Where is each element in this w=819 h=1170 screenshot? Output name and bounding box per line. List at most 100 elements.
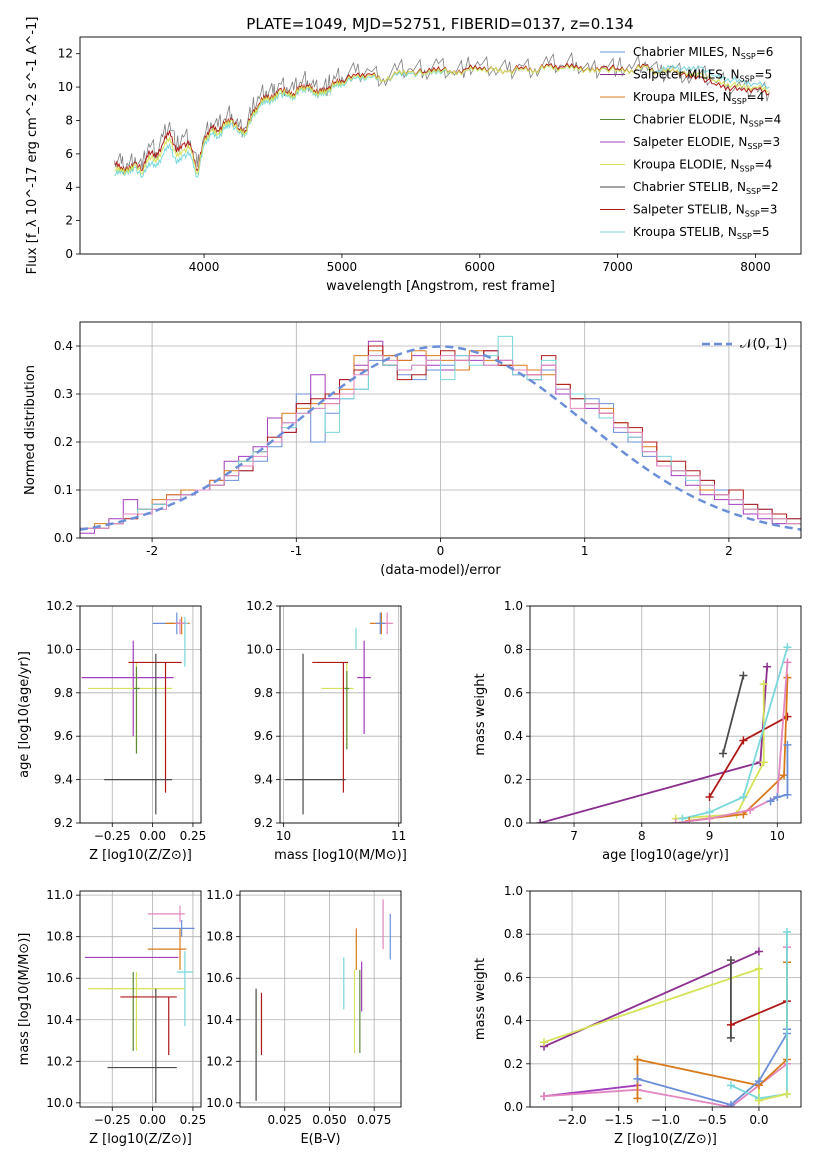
plus-marker xyxy=(754,947,763,956)
y-tick-label: 10.0 xyxy=(46,1096,73,1110)
weight-line-s10 xyxy=(758,1093,788,1102)
y-tick-label: 9.2 xyxy=(54,816,73,830)
y-tick-label: 10.8 xyxy=(46,930,73,944)
x-axis-label: wavelength [Angstrom, rest frame] xyxy=(326,279,555,294)
x-tick-label: 0.25 xyxy=(180,1113,207,1127)
axes-frame xyxy=(79,321,802,539)
plot-area xyxy=(84,905,195,1103)
errorbar-point xyxy=(152,920,195,937)
chart-age-vs-mass: 10 11 9.2 9.4 9.6 9.8 10.0 10.2 mass [log10(M/M⊙… xyxy=(246,599,407,863)
y-tick-label: 9.6 xyxy=(54,729,73,743)
plus-marker xyxy=(783,790,792,799)
plus-marker xyxy=(726,1033,735,1042)
y-axis-label: Flux [f_λ 10^-17 erg cm^-2 s^-1 A^-1] xyxy=(25,17,40,275)
histogram-hist-6 xyxy=(80,355,801,538)
x-tick-label: 0.00 xyxy=(139,1113,166,1127)
x-axis-label: Z [log10(Z/Z⊙)] xyxy=(89,1132,192,1147)
y-axis-label: mass weight xyxy=(473,673,488,755)
chart-spectrum: 4000 5000 6000 7000 8000 0 2 4 6 8 10 12 Chabrier MI… xyxy=(25,17,802,294)
y-tick-label: 10.0 xyxy=(46,642,73,656)
axes-frame xyxy=(279,605,402,824)
plot-area xyxy=(255,899,391,1101)
plus-marker xyxy=(739,736,748,745)
plus-marker xyxy=(719,749,728,758)
y-tick-label: 0.1 xyxy=(54,483,73,497)
chart-mass-vs-z: −0.25 0.00 0.25 10.0 10.2 10.4 10.6 10.8 11.0 Z [… xyxy=(17,888,206,1147)
x-tick-label: 1 xyxy=(581,544,589,558)
y-tick-label: 0.0 xyxy=(54,531,73,545)
plot-area xyxy=(114,51,770,178)
weight-line-s1 xyxy=(543,950,760,1048)
y-tick-label: 10.4 xyxy=(46,1013,73,1027)
y-tick-label: 10.4 xyxy=(206,1013,233,1027)
plus-marker xyxy=(705,792,714,801)
axes-frame xyxy=(79,890,202,1108)
x-axis-label: Z [log10(Z/Z⊙)] xyxy=(614,1132,717,1147)
plus-marker xyxy=(739,671,748,680)
y-tick-label: 0.4 xyxy=(504,729,523,743)
x-tick-label: 5000 xyxy=(327,260,358,274)
x-tick-label: 4000 xyxy=(189,260,220,274)
plus-marker xyxy=(773,792,782,801)
x-tick-label: 0.025 xyxy=(268,1113,302,1127)
y-tick-label: 4 xyxy=(65,180,73,194)
errorbar-point xyxy=(104,653,172,815)
plus-marker xyxy=(739,792,748,801)
x-axis-label: E(B-V) xyxy=(300,1132,340,1147)
x-tick-label: 0.0 xyxy=(749,1113,768,1127)
x-tick-label: 10 xyxy=(770,829,785,843)
y-tick-label: 9.4 xyxy=(254,773,273,787)
plus-marker xyxy=(726,1100,735,1107)
y-tick-label: 10.0 xyxy=(206,1096,233,1110)
legend-label: Salpeter MILES, NSSP=5 xyxy=(633,68,772,84)
y-tick-label: 0.3 xyxy=(54,387,73,401)
y-tick-label: 9.8 xyxy=(254,686,273,700)
y-tick-label: 10.6 xyxy=(206,971,233,985)
plus-marker xyxy=(705,814,714,823)
x-axis-label: age [log10(age/yr)] xyxy=(602,848,729,863)
y-tick-label: 0.8 xyxy=(504,642,523,656)
legend-label: Chabrier ELODIE, NSSP=4 xyxy=(633,113,781,129)
legend-label: Chabrier STELIB, NSSP=2 xyxy=(633,180,779,196)
x-tick-label: 0.25 xyxy=(180,829,207,843)
axes-frame xyxy=(79,605,202,824)
x-tick-label: −0.25 xyxy=(94,1113,131,1127)
plus-marker xyxy=(726,1020,735,1029)
figure-title: PLATE=1049, MJD=52751, FIBERID=0137, z=0… xyxy=(246,15,633,33)
x-tick-label: −1.0 xyxy=(651,1113,680,1127)
y-tick-label: 10.6 xyxy=(46,971,73,985)
axes-frame xyxy=(529,605,802,824)
errorbar-point xyxy=(88,972,185,1051)
plus-marker xyxy=(783,643,792,652)
y-tick-label: 10.2 xyxy=(46,599,73,613)
y-tick-label: 0.0 xyxy=(504,816,523,830)
plus-marker xyxy=(782,1090,791,1099)
y-tick-label: 10.0 xyxy=(246,642,273,656)
x-tick-label: 8000 xyxy=(740,260,771,274)
y-tick-label: 1.0 xyxy=(504,599,523,613)
errorbar-point xyxy=(175,619,185,635)
axes-frame xyxy=(79,36,802,255)
y-tick-label: 9.2 xyxy=(254,816,273,830)
x-tick-label: −2.0 xyxy=(557,1113,586,1127)
plus-marker xyxy=(671,819,680,823)
weight-line-s6 xyxy=(730,1000,788,1026)
plot-area xyxy=(540,928,791,1107)
series-line-model-3 xyxy=(114,64,770,176)
y-axis-label: Normed distribution xyxy=(23,365,38,495)
y-tick-label: 9.8 xyxy=(54,686,73,700)
legend: 𝒩(0, 1) xyxy=(702,337,787,352)
plus-marker xyxy=(759,758,768,767)
x-tick-label: 9 xyxy=(706,829,714,843)
plus-marker xyxy=(783,712,792,721)
plus-marker xyxy=(540,1038,549,1047)
y-tick-label: 0.2 xyxy=(504,1057,523,1071)
chart-weight-vs-age: 7 8 9 10 0.0 0.2 0.4 0.6 0.8 1.0 age [log10(age/yr… xyxy=(473,599,802,863)
plus-marker xyxy=(633,1074,642,1083)
errorbar-point xyxy=(133,666,140,754)
gaussian-curve xyxy=(80,345,801,531)
chart-residuals: -2 -1 0 1 2 0.0 0.1 0.2 0.3 0.4 𝒩(0, 1) (data-model… xyxy=(23,321,802,578)
errorbar-point xyxy=(375,612,385,635)
errorbar-point xyxy=(147,905,185,923)
